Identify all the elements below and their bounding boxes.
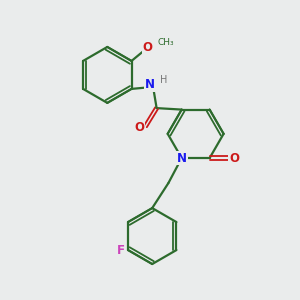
Text: F: F <box>117 244 124 256</box>
Text: O: O <box>134 121 144 134</box>
Text: N: N <box>177 152 187 164</box>
Text: H: H <box>160 75 167 85</box>
Text: O: O <box>143 41 153 54</box>
Text: O: O <box>229 152 239 164</box>
Text: N: N <box>145 78 154 91</box>
Text: CH₃: CH₃ <box>158 38 174 47</box>
